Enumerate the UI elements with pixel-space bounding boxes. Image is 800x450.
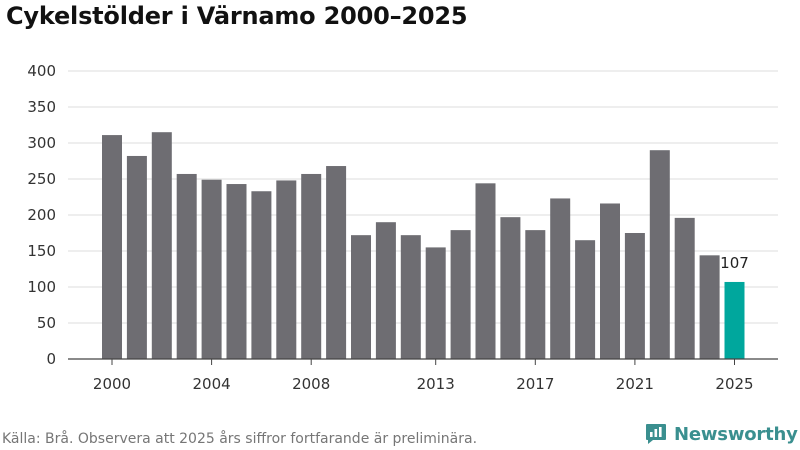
bar-2021 bbox=[624, 233, 645, 359]
x-tick-label: 2021 bbox=[616, 375, 654, 393]
bar-2016 bbox=[500, 217, 521, 359]
chart-title: Cykelstölder i Värnamo 2000–2025 bbox=[6, 2, 468, 30]
bar-2004 bbox=[201, 179, 222, 359]
brand-logo: Newsworthy bbox=[644, 420, 798, 448]
x-tick-label: 2025 bbox=[715, 375, 753, 393]
newsworthy-logo-icon bbox=[646, 424, 666, 444]
bar-2005 bbox=[226, 184, 247, 359]
bar-2012 bbox=[400, 235, 421, 359]
y-tick-label: 200 bbox=[27, 206, 56, 224]
x-tick-label: 2013 bbox=[417, 375, 455, 393]
bar-2017 bbox=[525, 230, 546, 359]
y-tick-label: 50 bbox=[37, 314, 56, 332]
x-tick-label: 2004 bbox=[193, 375, 231, 393]
bar-2009 bbox=[326, 166, 347, 359]
bar-2008 bbox=[301, 173, 322, 359]
y-tick-label: 350 bbox=[27, 98, 56, 116]
bar-2013 bbox=[425, 247, 446, 359]
x-tick-label: 2008 bbox=[292, 375, 330, 393]
x-tick-label: 2017 bbox=[516, 375, 554, 393]
bar-2001 bbox=[126, 155, 147, 359]
bar-2000 bbox=[102, 135, 122, 359]
source-note: Källa: Brå. Observera att 2025 års siffr… bbox=[2, 431, 478, 447]
bar-2020 bbox=[600, 203, 620, 359]
bar-2019 bbox=[575, 240, 596, 359]
bar-2014 bbox=[450, 230, 471, 359]
bar-2011 bbox=[375, 222, 396, 359]
y-tick-label: 150 bbox=[27, 242, 56, 260]
bar-2023 bbox=[674, 217, 695, 359]
brand-name: Newsworthy bbox=[674, 423, 798, 445]
bar-2018 bbox=[550, 198, 571, 359]
bar-2022 bbox=[649, 150, 670, 359]
bar-2007 bbox=[276, 180, 297, 359]
bar-2003 bbox=[176, 173, 197, 359]
bar-chart: 0 50 100 150 200 250 300 350 400 2000 2004 2008 2013… bbox=[27, 62, 778, 393]
bar-2006 bbox=[251, 191, 272, 359]
bar-2024 bbox=[699, 255, 720, 359]
y-tick-label: 250 bbox=[27, 170, 56, 188]
bar-2002 bbox=[151, 132, 172, 359]
bar-2015 bbox=[475, 183, 496, 359]
y-tick-label: 300 bbox=[27, 134, 56, 152]
y-tick-label: 0 bbox=[46, 350, 56, 368]
y-tick-label: 400 bbox=[27, 62, 56, 80]
bar-2010 bbox=[351, 235, 371, 359]
x-tick-label: 2000 bbox=[93, 375, 131, 393]
data-label-2025: 107 bbox=[720, 254, 749, 272]
bar-2025 bbox=[724, 281, 745, 359]
y-tick-label: 100 bbox=[27, 278, 56, 296]
